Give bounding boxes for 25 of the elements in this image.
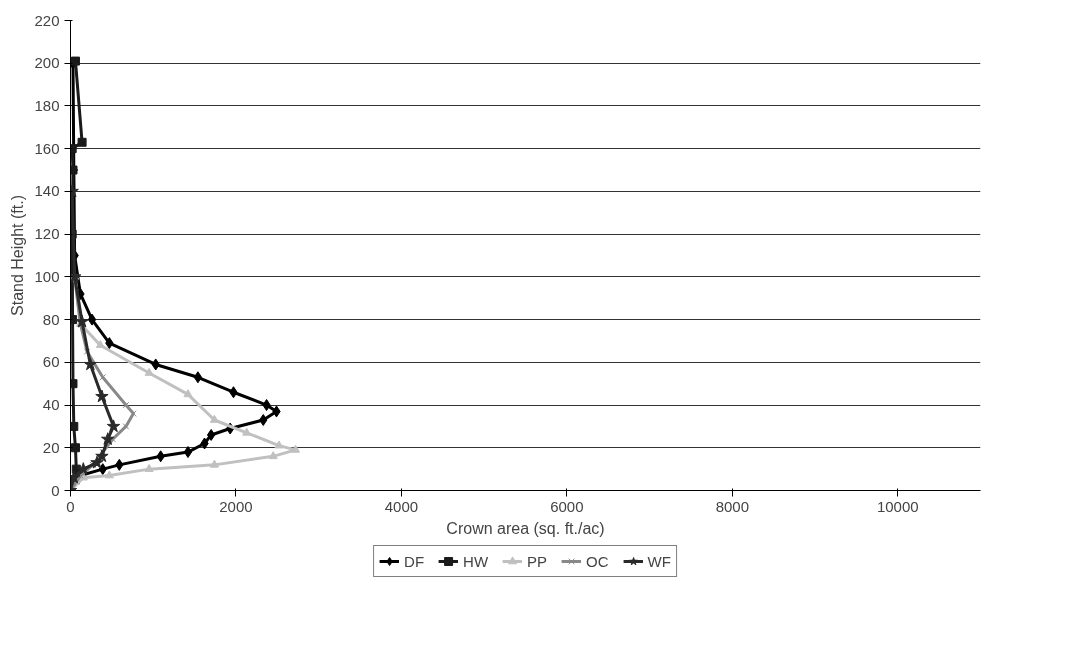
x-tick-label: 4000 [384, 497, 419, 515]
legend-label: OC [586, 552, 609, 570]
x-tick-label: 0 [66, 497, 75, 515]
y-tick-label: 200 [34, 54, 60, 72]
x-tick-label: 8000 [715, 497, 750, 515]
x-tick-label: 6000 [550, 497, 584, 515]
y-tick-label: 160 [34, 139, 60, 157]
y-tick-label: 220 [34, 11, 60, 29]
legend-label: WF [647, 552, 671, 570]
y-tick-label: 140 [34, 182, 60, 200]
legend-label: PP [527, 552, 548, 570]
x-axis-title: Crown area (sq. ft./ac) [446, 519, 605, 537]
y-tick-label: 40 [42, 396, 60, 414]
y-axis-title: Stand Height (ft.) [9, 195, 27, 316]
y-tick-label: 180 [34, 96, 60, 114]
x-tick-label: 2000 [219, 497, 253, 515]
y-tick-label: 80 [42, 310, 60, 328]
y-tick-label: 20 [42, 438, 60, 456]
y-tick-label: 120 [34, 225, 60, 243]
legend-label: DF [404, 552, 425, 570]
x-tick-label: 10000 [876, 497, 919, 515]
legend-label: HW [463, 552, 489, 570]
y-tick-label: 60 [42, 353, 60, 371]
y-tick-label: 0 [51, 481, 60, 499]
y-tick-label: 100 [34, 267, 60, 285]
